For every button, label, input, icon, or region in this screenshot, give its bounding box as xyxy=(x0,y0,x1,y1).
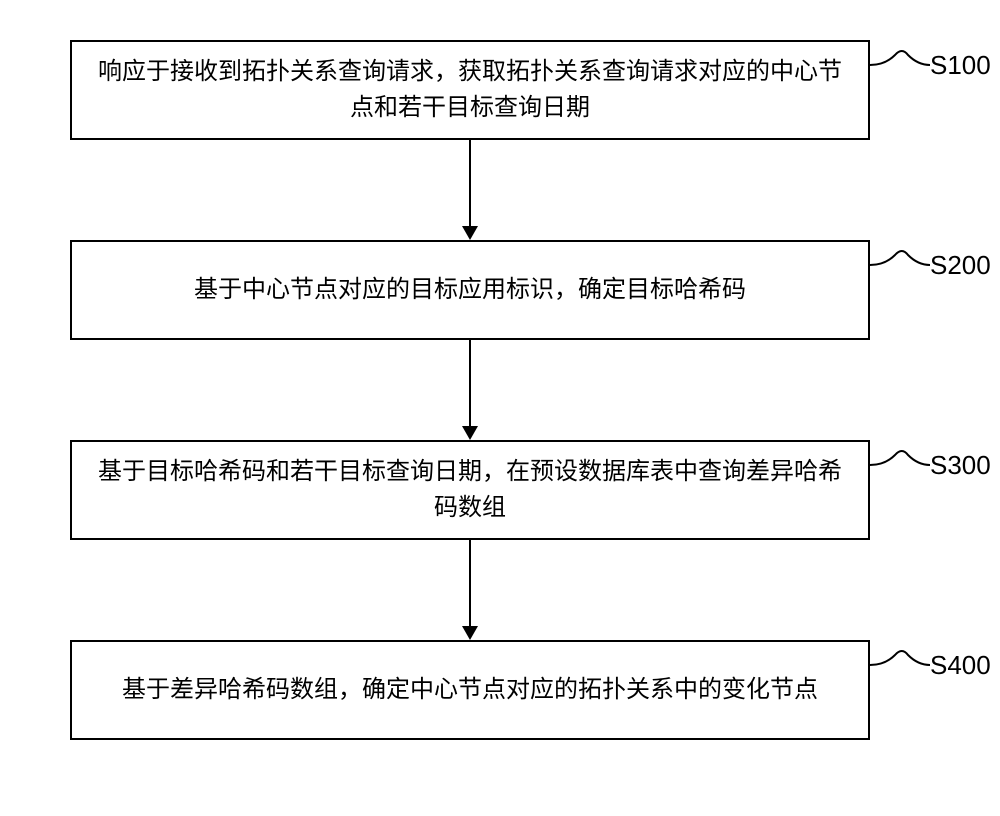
arrow-head-s300-s400 xyxy=(462,626,478,640)
step-label-s400: S400 xyxy=(930,650,991,681)
curve-connector-s100 xyxy=(870,45,930,85)
curve-connector-s400 xyxy=(870,645,930,685)
arrow-head-s200-s300 xyxy=(462,426,478,440)
connector-s100-s200 xyxy=(469,140,471,226)
flow-box-s400: 基于差异哈希码数组，确定中心节点对应的拓扑关系中的变化节点 xyxy=(70,640,870,740)
flow-box-text: 基于目标哈希码和若干目标查询日期，在预设数据库表中查询差异哈希码数组 xyxy=(92,454,848,526)
connector-s300-s400 xyxy=(469,540,471,626)
connector-s200-s300 xyxy=(469,340,471,426)
step-label-s300: S300 xyxy=(930,450,991,481)
flow-box-text: 基于中心节点对应的目标应用标识，确定目标哈希码 xyxy=(194,272,746,308)
flow-box-s200: 基于中心节点对应的目标应用标识，确定目标哈希码 xyxy=(70,240,870,340)
step-label-s200: S200 xyxy=(930,250,991,281)
flow-box-text: 基于差异哈希码数组，确定中心节点对应的拓扑关系中的变化节点 xyxy=(122,672,818,708)
curve-connector-s300 xyxy=(870,445,930,485)
step-label-s100: S100 xyxy=(930,50,991,81)
flow-box-s100: 响应于接收到拓扑关系查询请求，获取拓扑关系查询请求对应的中心节点和若干目标查询日… xyxy=(70,40,870,140)
curve-connector-s200 xyxy=(870,245,930,285)
flow-box-s300: 基于目标哈希码和若干目标查询日期，在预设数据库表中查询差异哈希码数组 xyxy=(70,440,870,540)
arrow-head-s100-s200 xyxy=(462,226,478,240)
flow-box-text: 响应于接收到拓扑关系查询请求，获取拓扑关系查询请求对应的中心节点和若干目标查询日… xyxy=(92,54,848,126)
